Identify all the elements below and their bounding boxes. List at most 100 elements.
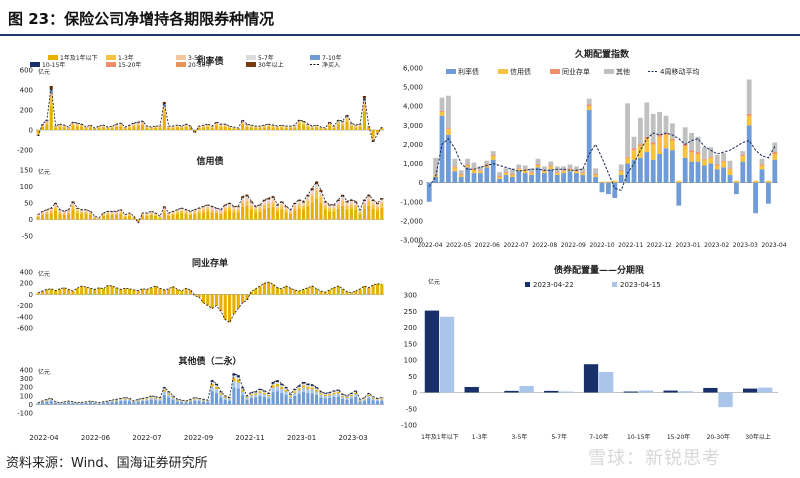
credit-bar (328, 211, 332, 220)
maturity-bar (519, 386, 534, 393)
credit-bar (223, 208, 227, 212)
credit-bar (214, 207, 219, 209)
rate-bar (167, 127, 171, 130)
maturity-ytick: 200 (404, 324, 417, 332)
credit-bar (306, 194, 310, 197)
credit-bar (80, 212, 84, 215)
credit-bar (345, 204, 349, 206)
credit-bar (297, 202, 301, 205)
rate-bar (341, 122, 345, 124)
interbank-bar (271, 284, 275, 295)
credit-bar (345, 205, 349, 210)
rate-bar (328, 123, 332, 124)
credit-bar (193, 211, 197, 213)
credit-bar (106, 213, 110, 215)
credit-bar (171, 211, 175, 213)
other-bar (354, 391, 358, 393)
credit-bar (206, 206, 210, 209)
other-bar (358, 400, 362, 401)
rate-legend-label: 3-5年 (188, 54, 204, 62)
longterm-legend-swatch (446, 69, 456, 74)
other-bar (154, 400, 158, 405)
longterm-bar (682, 127, 688, 145)
credit-bar (110, 212, 114, 214)
credit-bar (219, 212, 223, 215)
rate-bar (88, 126, 92, 128)
rate-bar (258, 127, 262, 128)
longterm-bar (625, 157, 630, 164)
credit-bar (228, 203, 232, 205)
other-bar (249, 394, 253, 396)
credit-bar (258, 205, 262, 207)
rate-ytick: 600 (20, 67, 33, 75)
other-bar (332, 391, 336, 393)
credit-bar (36, 216, 40, 220)
other-bar (119, 401, 123, 405)
other-bar (319, 391, 323, 393)
rate-bar (262, 125, 266, 127)
longterm-bar (638, 117, 643, 145)
credit-bar (284, 206, 288, 208)
rate-bar (80, 124, 84, 126)
other-bar (367, 398, 371, 405)
longterm-bar (522, 173, 528, 183)
other-bar (354, 396, 358, 405)
other-bar (45, 401, 49, 405)
credit-bar (362, 208, 366, 220)
other-bar (262, 394, 266, 397)
credit-bar (45, 210, 49, 212)
credit-bar (332, 205, 336, 207)
interbank-netbuy-line (38, 281, 382, 323)
other-bar (110, 402, 114, 405)
longterm-bar (740, 154, 746, 156)
other-bar (123, 400, 127, 405)
interbank-bar (123, 288, 127, 295)
other-bar (245, 397, 249, 398)
credit-bar (184, 210, 188, 212)
rate-legend-label: 30年以上 (258, 61, 284, 69)
maturity-xtick: 30年以上 (745, 433, 771, 441)
other-bar (297, 385, 301, 387)
other-bar (206, 402, 210, 405)
credit-bar (345, 209, 349, 220)
credit-bar (271, 202, 275, 207)
rate-bar (297, 124, 301, 130)
longterm-bar (682, 146, 688, 158)
credit-bar (175, 209, 179, 211)
credit-bar (123, 216, 127, 220)
rate-bar (280, 125, 284, 127)
credit-bar (354, 201, 358, 203)
credit-bar (84, 211, 88, 213)
credit-bar (127, 214, 132, 216)
credit-bar (310, 202, 314, 220)
other-unit: 亿元 (38, 368, 50, 376)
other-bar (141, 399, 145, 402)
other-bar (162, 394, 166, 405)
other-bar (210, 391, 214, 405)
credit-bar (323, 209, 327, 220)
other-bar (171, 395, 175, 397)
longterm-bar (516, 168, 522, 170)
other-xtick: 2022-07 (132, 434, 161, 442)
maturity-bar (583, 364, 599, 393)
other-bar (380, 399, 384, 401)
credit-bar (315, 191, 319, 199)
longterm-bar (478, 166, 483, 171)
other-bar (101, 402, 105, 403)
interbank-bar (188, 289, 192, 295)
credit-bar (201, 212, 206, 220)
credit-bar (328, 208, 332, 212)
rate-bar (45, 122, 49, 125)
credit-bar (45, 211, 49, 213)
longterm-bar (567, 168, 573, 170)
interbank-bar (206, 294, 210, 306)
other-bar (206, 401, 210, 403)
rate-bar (306, 125, 310, 127)
credit-bar (358, 212, 362, 215)
longterm-bar (657, 136, 662, 154)
credit-bar (71, 204, 75, 206)
other-bar (380, 398, 384, 399)
longterm-bar (580, 172, 586, 174)
interbank-bar (315, 288, 319, 295)
interbank-bar (93, 289, 97, 295)
